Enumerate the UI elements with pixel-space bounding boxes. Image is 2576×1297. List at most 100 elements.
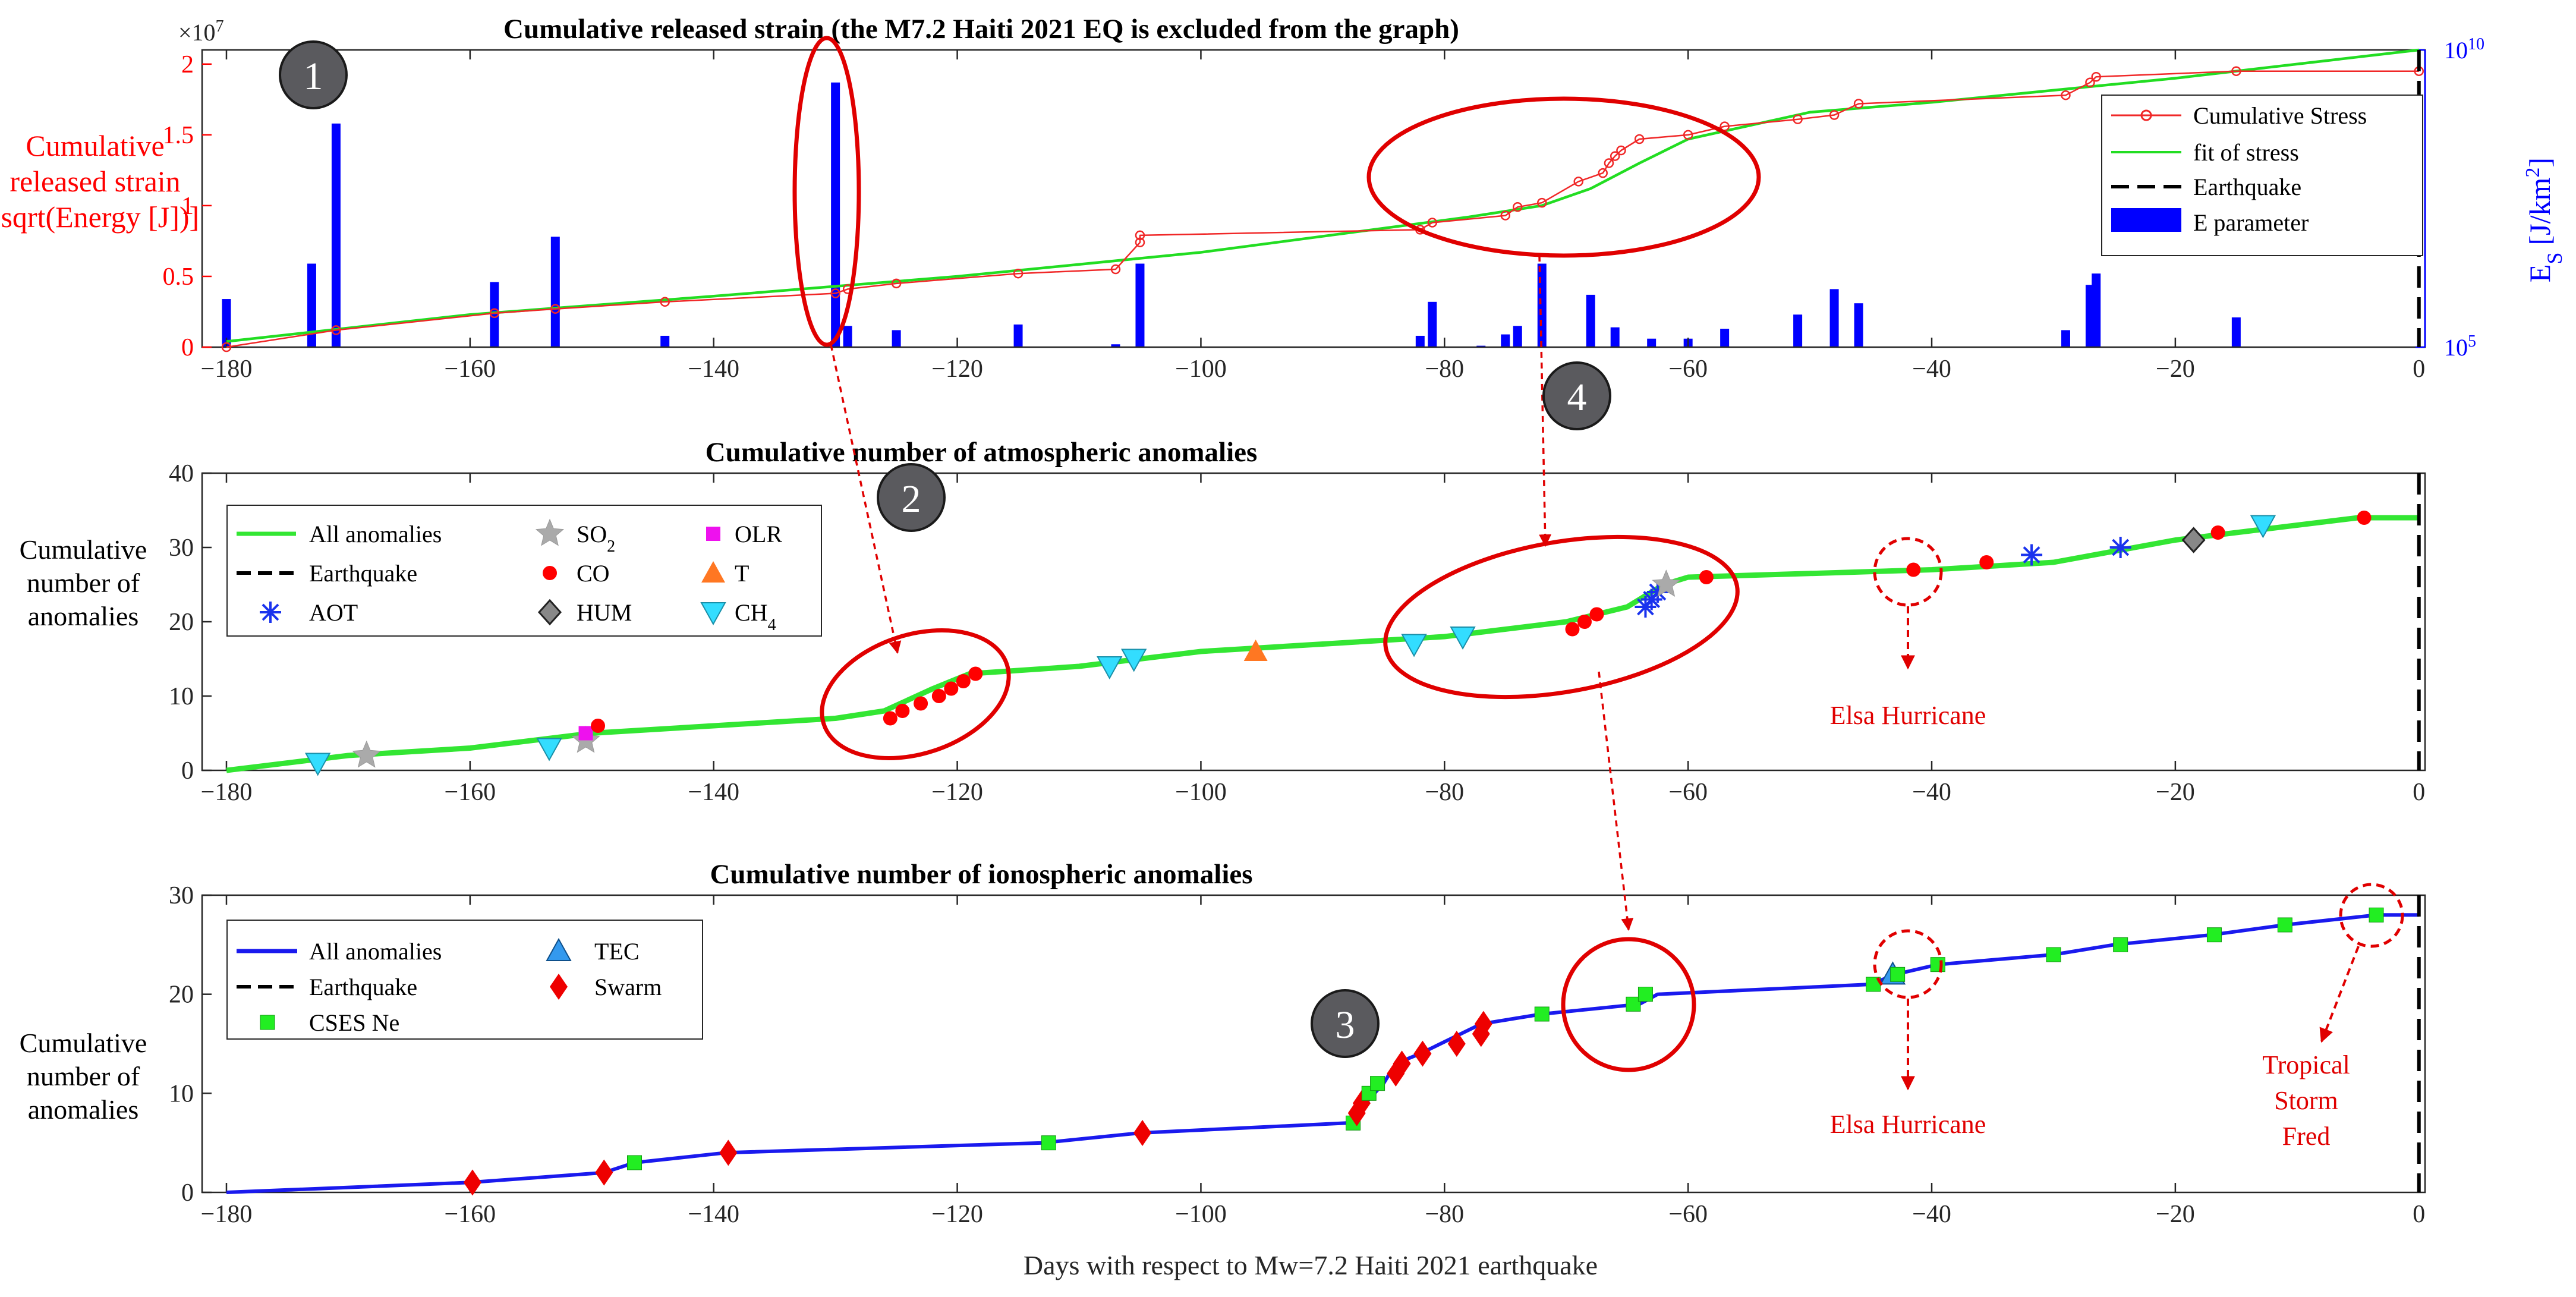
so2-marker [1652, 569, 1681, 597]
highlight-circle-iono-cses [1561, 937, 1696, 1072]
co-marker [883, 711, 897, 726]
es-bar [660, 335, 670, 347]
co-marker [1565, 622, 1580, 637]
strain-y2-tick-bottom: 105 [2444, 332, 2476, 361]
cumulative-stress-marker [1500, 210, 1511, 221]
cumulative-stress-marker [1610, 151, 1620, 161]
atmos-xtick-label: −160 [445, 779, 496, 806]
atmos-xtick-label: −180 [201, 779, 253, 806]
olr-marker [706, 527, 720, 541]
highlight-ellipse-atmos-cluster [1383, 534, 1740, 700]
temp-marker [1243, 640, 1268, 661]
cumulative-stress-marker [2231, 66, 2241, 76]
iono-fred-label: Tropical Storm Fred [2262, 1050, 2350, 1151]
strain-ytick-label: 2 [181, 51, 194, 78]
atmos-xtick-label: 0 [2413, 779, 2425, 806]
legend-stress-label: Cumulative Stress [2193, 102, 2367, 129]
iono-title: Cumulative number of ionospheric anomali… [710, 859, 1252, 890]
cumulative-stress-marker [660, 297, 670, 307]
strain-y2-tick-top-exp: 10 [2468, 35, 2484, 53]
strain-y2label-unit: [J/km [2523, 177, 2556, 245]
strain-legend: Cumulative Stress fit of stress Earthqua… [2101, 95, 2423, 256]
cumulative-stress-marker [489, 308, 500, 319]
strain-y-exponent: ×107 [178, 17, 224, 46]
strain-y-exponent-base: ×10 [178, 19, 216, 46]
strain-xtick-label: −120 [931, 355, 983, 383]
atmos-title: Cumulative number of atmospheric anomali… [706, 437, 1258, 468]
iono-ytick-label: 0 [181, 1179, 194, 1207]
badge-4-circle [1542, 361, 1611, 430]
strain-xtick-label: −20 [2156, 355, 2195, 383]
iono-all-anomalies-line [226, 913, 2419, 1194]
cses-marker [2046, 947, 2061, 962]
number-badges: 1 2 3 4 [279, 40, 1611, 1058]
es-bar [1428, 301, 1437, 347]
atmos-legend-t-label: T [735, 560, 749, 587]
cumulative-stress-marker [1135, 230, 1145, 241]
es-bar [892, 330, 901, 347]
iono-xtick-label: 0 [2413, 1201, 2425, 1228]
strain-y2label-text: ES [J/km2] [2522, 158, 2567, 282]
strain-ytick-label: 0.5 [163, 263, 194, 291]
iono-xtick-label: −120 [931, 1201, 983, 1228]
atmos-legend-ch4-label: CH4 [735, 599, 776, 634]
strain-ylabel: Cumulative released strain [sqrt(Energy … [0, 129, 199, 234]
aot-marker [1646, 581, 1668, 603]
iono-xtick-label: −20 [2156, 1201, 2195, 1228]
strain-es-bars [222, 82, 2241, 348]
atmos-legend-box [226, 505, 822, 637]
iono-fred-line1: Tropical [2262, 1050, 2350, 1079]
strain-y2-tick-bottom-exp: 5 [2468, 332, 2476, 351]
atmos-legend: All anomalies Earthquake AOT SO2 CO HUM … [226, 505, 822, 637]
badge-3-circle [1311, 989, 1380, 1058]
cses-marker [1930, 957, 1945, 972]
olr-marker [578, 726, 593, 741]
cses-marker [1637, 987, 1653, 1002]
iono-fred-dashed-circle [2339, 883, 2404, 948]
arrow-strain-to-atmos-co [830, 344, 902, 654]
co-marker [591, 719, 606, 733]
cumulative-stress-marker [1598, 168, 1608, 178]
cses-marker [1534, 1006, 1550, 1022]
legend-es-label-main: E parameter [2193, 209, 2309, 236]
iono-ytick-label: 30 [169, 882, 194, 909]
atmos-legend-eq-label: Earthquake [309, 560, 417, 587]
aot-marker [2021, 544, 2043, 566]
cumulative-stress-marker [1513, 202, 1523, 212]
cumulative-stress-marker [1793, 114, 1803, 124]
co-marker [2210, 525, 2225, 540]
swarm-marker [1393, 1050, 1411, 1077]
fit-of-stress-line [226, 48, 2420, 343]
cumulative-stress-marker [550, 304, 560, 314]
es-bar [1793, 314, 1803, 347]
swarm-marker [1474, 1010, 1492, 1037]
cumulative-stress-marker [891, 278, 902, 289]
cses-marker [1370, 1076, 1385, 1091]
strain-xtick-label: −140 [688, 355, 739, 383]
es-bar [550, 237, 560, 347]
es-bar [843, 326, 852, 347]
es-bar [1111, 344, 1120, 347]
atmos-ytick-label: 30 [169, 534, 194, 562]
strain-ytick-label: 1.5 [163, 122, 194, 149]
strain-xtick-label: −60 [1668, 355, 1708, 383]
atmos-xtick-label: −80 [1425, 779, 1464, 806]
cses-marker [260, 1015, 275, 1030]
atmos-legend-ch4-sub: 4 [768, 616, 776, 634]
es-bar [1135, 263, 1145, 347]
iono-xtick-label: −140 [688, 1201, 739, 1228]
atmos-markers [304, 511, 2372, 776]
atmos-legend-so2-label: SO2 [577, 521, 615, 556]
iono-frame [201, 894, 2426, 1194]
iono-ylabel-line3: anomalies [28, 1094, 139, 1125]
so2-marker [535, 518, 565, 546]
strain-y2label: ES [J/km2] [2522, 158, 2567, 282]
hum-marker [2181, 527, 2206, 553]
iono-xtick-label: −180 [201, 1201, 253, 1228]
es-bar [831, 82, 840, 347]
swarm-marker [595, 1159, 613, 1186]
iono-ytick-label: 10 [169, 1080, 194, 1107]
co-marker [1906, 562, 1921, 577]
legend-eq-label: Earthquake [2193, 174, 2301, 200]
